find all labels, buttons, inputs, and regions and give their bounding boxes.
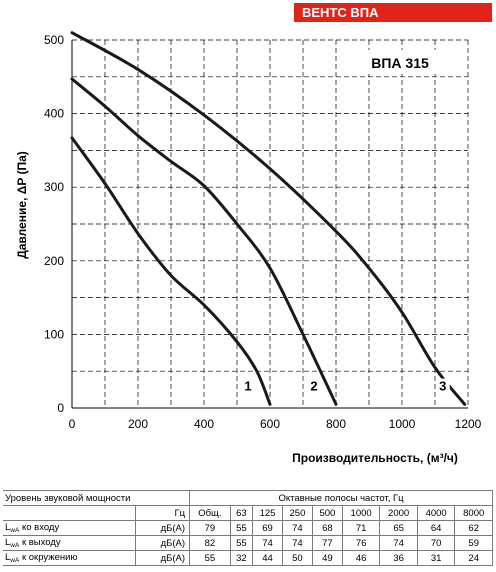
table-cell: 74 <box>379 535 418 551</box>
model-label-box <box>362 50 438 74</box>
y-tick-label: 300 <box>44 180 64 194</box>
series-label-1: 1 <box>244 379 251 394</box>
band-header: 250 <box>281 505 313 521</box>
table-row: LwA ко входу дБ(А) 79 55 69 74 68 71 65 64 62 <box>3 520 493 536</box>
bands-title: Октавные полосы частот, Гц <box>189 490 493 506</box>
series-label-3: 3 <box>439 379 446 394</box>
band-header: 1000 <box>341 505 381 521</box>
band-header: 8000 <box>454 505 493 521</box>
table-cell: 62 <box>454 520 493 536</box>
table-cell: 65 <box>379 520 418 536</box>
table-cell: 55 <box>189 550 231 566</box>
x-tick-label: 1200 <box>455 417 482 431</box>
row-name: LwA к выходу <box>3 535 136 551</box>
y-tick-label: 500 <box>44 33 64 47</box>
table-cell: 76 <box>341 535 381 551</box>
y-tick-label: 200 <box>44 254 64 268</box>
series-line-3 <box>70 31 467 406</box>
table-cell: 32 <box>229 550 254 566</box>
table-cell: 68 <box>311 520 343 536</box>
table-cell: 82 <box>189 535 231 551</box>
table-cell: 46 <box>341 550 381 566</box>
table-cell: 79 <box>189 520 231 536</box>
table-cell: 59 <box>454 535 493 551</box>
sound-power-table: Уровень звуковой мощности Октавные полос… <box>3 490 493 566</box>
table-cell: 64 <box>416 520 456 536</box>
x-tick-label: 0 <box>69 417 76 431</box>
table-cell: 55 <box>229 520 254 536</box>
chart-curve-labels: 1 2 3 <box>241 378 450 394</box>
x-axis-label: Производительность, (м³/ч) <box>292 451 458 465</box>
table-cell: 74 <box>281 520 313 536</box>
x-tick-label: 1000 <box>389 417 416 431</box>
band-header: 500 <box>311 505 343 521</box>
band-header: Общ. <box>189 505 231 521</box>
table-cell: 70 <box>416 535 456 551</box>
x-tick-label: 400 <box>194 417 214 431</box>
row-unit: дБ(А) <box>134 535 191 551</box>
y-tick-label: 0 <box>57 401 64 415</box>
chart-ticks: 0 200 400 600 800 1000 1200 0 100 200 300 400 500 <box>44 33 482 431</box>
table-title: Уровень звуковой мощности <box>3 490 191 506</box>
row-name: LwA к окружению <box>3 550 136 566</box>
table-cell: 74 <box>252 535 283 551</box>
series-label-2: 2 <box>310 379 317 394</box>
series-label-bg <box>435 378 450 394</box>
band-header: 4000 <box>416 505 456 521</box>
table-cell: 44 <box>252 550 283 566</box>
table-cell: 24 <box>454 550 493 566</box>
series-line-1 <box>70 136 272 406</box>
table-cell: 55 <box>229 535 254 551</box>
table-cell: 77 <box>311 535 343 551</box>
table-row: LwA к окружению дБ(А) 55 32 44 50 49 46 36 31 24 <box>3 550 493 566</box>
table-cell: 69 <box>252 520 283 536</box>
chart-axes <box>71 40 468 409</box>
pressure-flow-chart: 0 200 400 600 800 1000 1200 0 100 200 300 400 500 1 2… <box>15 31 482 465</box>
hz-label: Гц <box>134 505 191 521</box>
table-cell: 36 <box>379 550 418 566</box>
series-line-2 <box>70 77 338 406</box>
x-tick-label: 200 <box>128 417 148 431</box>
row-unit: дБ(А) <box>134 520 191 536</box>
series-label-bg <box>307 378 321 394</box>
y-tick-label: 100 <box>44 327 64 341</box>
series-badge: ВЕНТС ВПА <box>294 3 492 22</box>
table-cell: 50 <box>281 550 313 566</box>
row-name: LwA ко входу <box>3 520 136 536</box>
table-row: LwA к выходу дБ(А) 82 55 74 74 77 76 74 70 59 <box>3 535 493 551</box>
table-cell: 71 <box>341 520 381 536</box>
band-header: 63 <box>229 505 254 521</box>
chart-curves <box>70 31 467 406</box>
table-cell: 74 <box>281 535 313 551</box>
y-axis-label: Давление, ΔP (Па) <box>15 151 29 259</box>
band-header: 125 <box>252 505 283 521</box>
band-header: 2000 <box>379 505 418 521</box>
x-tick-label: 600 <box>260 417 280 431</box>
table-cell: 31 <box>416 550 456 566</box>
table-cell: 49 <box>311 550 343 566</box>
y-tick-label: 400 <box>44 107 64 121</box>
row-unit: дБ(А) <box>134 550 191 566</box>
x-tick-label: 800 <box>326 417 346 431</box>
series-label-bg <box>241 378 255 394</box>
model-label: ВПА 315 <box>371 55 429 71</box>
table-empty-cell <box>3 505 136 521</box>
